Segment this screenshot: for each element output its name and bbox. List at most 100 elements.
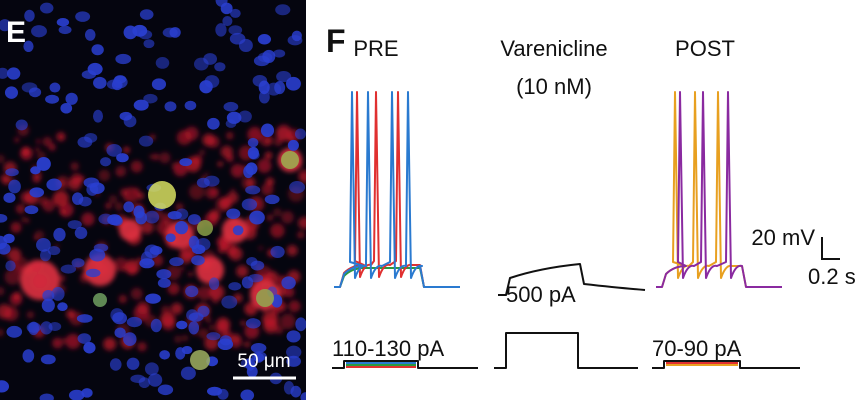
nucleus — [204, 75, 220, 88]
nucleus — [29, 187, 45, 198]
nucleus — [222, 15, 233, 27]
nucleus — [83, 177, 100, 188]
nucleus — [165, 233, 176, 243]
nucleus — [228, 282, 242, 291]
red-fiber — [198, 328, 209, 339]
labeled-cell — [197, 220, 213, 236]
nucleus — [245, 185, 261, 195]
nucleus — [203, 175, 220, 187]
red-fiber — [219, 196, 232, 209]
nucleus — [58, 25, 72, 35]
panel-label: E — [6, 16, 26, 49]
labeled-cell — [256, 289, 274, 307]
red-fiber — [34, 230, 45, 241]
nucleus — [8, 179, 21, 194]
nucleus — [238, 110, 252, 123]
red-fiber — [181, 334, 189, 342]
nuclei — [0, 0, 306, 400]
nucleus — [123, 332, 137, 346]
red-fiber — [160, 311, 176, 327]
nucleus — [286, 330, 301, 343]
voltage-trace — [334, 91, 460, 288]
nucleus — [245, 318, 261, 329]
nucleus — [6, 67, 21, 80]
red-fiber — [286, 244, 298, 257]
nucleus — [248, 273, 264, 283]
nucleus — [24, 9, 35, 22]
nucleus — [247, 137, 259, 148]
red-fiber — [62, 337, 68, 344]
red-fiber — [270, 223, 285, 238]
nucleus — [289, 181, 306, 194]
red-fiber — [52, 337, 63, 349]
condition-subtitle: (10 nM) — [516, 74, 592, 99]
nucleus — [84, 28, 96, 41]
nucleus — [229, 32, 246, 45]
nucleus — [270, 245, 285, 258]
nucleus — [77, 333, 92, 344]
red-cell — [20, 260, 60, 300]
nucleus — [291, 30, 302, 42]
stimulus-label: 110-130 pA — [332, 336, 444, 361]
nucleus — [40, 321, 53, 335]
red-fiber — [68, 177, 82, 191]
nucleus — [67, 220, 82, 229]
nucleus — [207, 117, 220, 130]
nucleus — [138, 29, 153, 40]
nucleus — [241, 198, 258, 211]
red-fiber — [236, 265, 249, 278]
nucleus — [0, 242, 11, 255]
nucleus — [179, 158, 193, 167]
scale-bar — [821, 237, 840, 260]
red-fiber — [225, 131, 234, 140]
red-fiber — [262, 311, 279, 328]
nucleus — [92, 109, 104, 123]
red-fiber — [230, 188, 235, 193]
red-fiber — [140, 220, 154, 234]
scale-bar-label: 50 μm — [237, 351, 290, 372]
nucleus — [39, 393, 54, 400]
red-fiber — [130, 160, 143, 173]
nucleus — [252, 74, 268, 87]
red-fiber — [152, 153, 159, 161]
nucleus — [84, 133, 98, 143]
nucleus — [57, 302, 68, 312]
red-fiber — [170, 302, 183, 315]
nucleus — [223, 101, 239, 112]
condition-title: POST — [675, 36, 735, 61]
nucleus — [240, 389, 255, 400]
labeled-cell — [148, 181, 176, 209]
nucleus — [41, 298, 55, 313]
nucleus — [249, 210, 265, 225]
nucleus — [139, 9, 154, 20]
red-fiber — [258, 246, 263, 251]
nucleus — [126, 357, 140, 370]
red-fiber — [14, 137, 20, 143]
nucleus — [219, 335, 232, 346]
red-fiber — [197, 286, 212, 301]
red-fiber — [58, 134, 65, 141]
red-cell — [84, 254, 116, 286]
nucleus — [115, 53, 132, 65]
nucleus — [75, 11, 91, 22]
nucleus — [143, 93, 158, 104]
nucleus — [285, 76, 301, 91]
nucleus — [85, 268, 101, 278]
nucleus — [123, 201, 135, 213]
nucleus — [71, 258, 85, 268]
red-fiber — [288, 135, 294, 142]
red-fiber — [271, 306, 280, 315]
nucleus — [169, 27, 181, 38]
red-fiber — [240, 320, 246, 326]
nucleus — [157, 278, 171, 288]
nucleus — [260, 123, 275, 138]
nucleus — [197, 305, 210, 318]
nucleus — [98, 213, 114, 225]
nucleus — [258, 90, 270, 104]
red-fiber — [137, 192, 145, 200]
red-fiber — [208, 324, 216, 331]
nucleus — [286, 345, 302, 359]
nucleus — [253, 352, 265, 363]
labeled-cell — [281, 151, 299, 169]
nucleus — [93, 243, 109, 253]
